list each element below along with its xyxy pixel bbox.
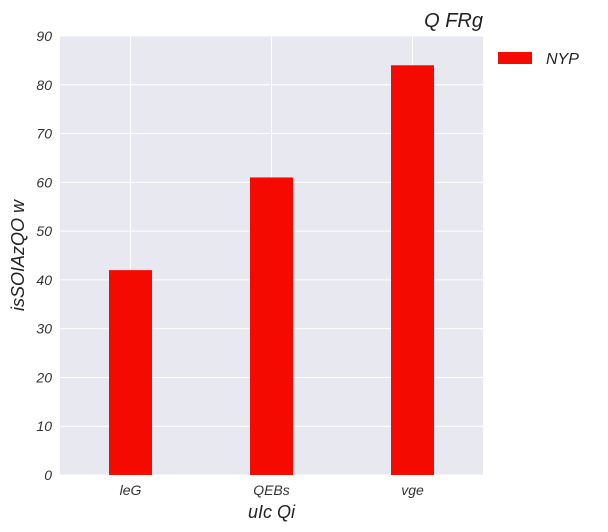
bars <box>109 65 434 476</box>
y-tick-label: 10 <box>36 418 52 434</box>
y-tick-label: 90 <box>36 28 52 44</box>
y-tick-label: 80 <box>36 77 52 93</box>
chart-title: Q FRg <box>424 10 483 32</box>
y-tick-label: 50 <box>36 223 52 239</box>
x-axis-label: uIc Qi <box>248 502 296 522</box>
y-axis-label: isSOIAzQO w <box>8 199 28 311</box>
y-tick-label: 40 <box>36 272 52 288</box>
legend: NYP <box>498 51 579 68</box>
legend-swatch <box>498 52 532 64</box>
x-tick-label: leG <box>120 482 142 498</box>
bar <box>250 177 293 475</box>
y-tick-label: 30 <box>36 321 52 337</box>
x-tick-label: QEBs <box>253 482 290 498</box>
legend-label: NYP <box>546 51 579 68</box>
x-tick-label: vge <box>401 482 424 498</box>
y-tick-label: 20 <box>35 369 52 385</box>
x-axis-ticks: leG QEBs vge <box>120 482 424 498</box>
y-tick-label: 70 <box>36 126 52 142</box>
bar <box>391 65 434 476</box>
y-axis-ticks: 0 10 20 30 40 50 60 70 80 90 <box>35 28 52 483</box>
y-tick-label: 60 <box>36 174 52 190</box>
y-tick-label: 0 <box>44 467 52 483</box>
bar <box>109 270 152 475</box>
